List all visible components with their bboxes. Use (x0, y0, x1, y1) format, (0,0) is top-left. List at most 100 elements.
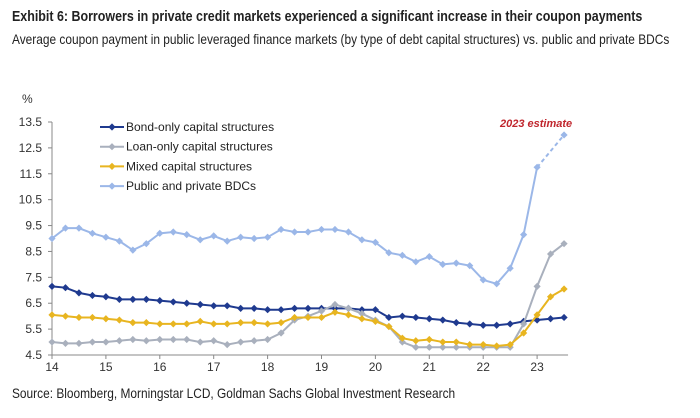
data-point (115, 337, 123, 345)
x-tick-label: 14 (45, 360, 59, 374)
legend-label: Public and private BDCs (126, 179, 256, 193)
data-point (88, 229, 97, 237)
data-point (546, 293, 555, 301)
data-point (129, 295, 137, 303)
data-point (533, 282, 541, 290)
x-tick-label: 17 (207, 360, 221, 374)
data-point (250, 304, 258, 312)
y-tick-label: 7.5 (25, 270, 42, 284)
data-point (75, 224, 83, 232)
data-point (520, 231, 528, 239)
data-point (493, 280, 501, 288)
data-point (358, 236, 366, 244)
data-point (317, 307, 326, 315)
data-point (237, 338, 245, 346)
data-point (223, 341, 231, 349)
data-point (412, 313, 420, 322)
data-point (264, 233, 272, 241)
data-point (277, 225, 285, 234)
data-point (358, 309, 366, 318)
data-point (304, 313, 312, 322)
data-point (156, 335, 164, 344)
data-point (156, 229, 164, 237)
y-tick-label: 13.5 (19, 115, 43, 129)
legend-marker-icon (108, 162, 116, 170)
data-point (412, 258, 420, 266)
data-point (102, 233, 110, 241)
data-point (223, 302, 231, 310)
data-point (520, 329, 528, 337)
data-point (304, 304, 312, 312)
legend-item: Loan-only capital structures (100, 140, 273, 154)
series-bond-only-capital-structures (48, 282, 568, 329)
data-point (61, 284, 70, 292)
data-point (75, 289, 83, 297)
data-point (452, 338, 460, 346)
data-point (102, 338, 110, 346)
chart-subtitle: Average coupon payment in public leverag… (12, 31, 670, 47)
data-point (88, 313, 97, 322)
data-point (169, 228, 177, 236)
data-point (250, 234, 258, 243)
data-point (183, 320, 191, 328)
data-point (506, 341, 514, 349)
data-point (439, 316, 447, 324)
data-point (560, 285, 568, 293)
data-point (560, 313, 568, 322)
data-point (331, 300, 339, 309)
data-point (304, 228, 312, 236)
data-point (142, 295, 150, 303)
y-tick-label: 5.5 (25, 322, 42, 336)
data-point (129, 319, 137, 327)
estimate-annotation: 2023 estimate (499, 118, 572, 130)
data-point (290, 304, 299, 312)
data-point (317, 225, 326, 234)
data-point (425, 253, 433, 261)
data-point (317, 313, 326, 322)
data-point (385, 322, 393, 331)
data-point (102, 315, 110, 323)
data-point (398, 338, 406, 346)
data-point (237, 304, 245, 312)
data-point (237, 319, 245, 327)
data-point (223, 320, 231, 328)
data-point (196, 236, 204, 244)
data-point (142, 337, 150, 345)
series-public-and-private-bdcs (48, 131, 568, 288)
data-point (371, 238, 379, 246)
series-line (51, 167, 539, 285)
data-point (331, 308, 339, 316)
x-tick-label: 18 (261, 360, 275, 374)
data-point (371, 317, 379, 325)
data-point (506, 264, 514, 272)
data-point (344, 311, 353, 319)
data-point (142, 240, 150, 248)
legend-label: Loan-only capital structures (126, 140, 273, 154)
data-point (493, 321, 501, 329)
data-point (264, 320, 272, 328)
data-point (560, 131, 568, 139)
data-point (264, 335, 272, 344)
x-tick-label: 16 (153, 360, 167, 374)
data-point (48, 338, 56, 346)
series-line-estimate (536, 134, 565, 168)
data-point (88, 291, 97, 300)
data-point (439, 343, 447, 351)
data-point (290, 228, 299, 236)
y-tick-label: 12.5 (19, 141, 43, 155)
data-point (196, 300, 204, 309)
y-tick-label: 6.5 (25, 296, 42, 310)
data-point (546, 315, 555, 323)
data-point (61, 312, 70, 320)
data-point (115, 237, 123, 245)
data-point (250, 337, 258, 345)
data-point (398, 334, 406, 342)
data-point (506, 320, 514, 328)
legend-label: Mixed capital structures (126, 159, 252, 173)
data-point (425, 315, 433, 323)
data-point (264, 306, 272, 314)
series-group (48, 131, 568, 351)
data-point (466, 341, 474, 349)
data-point (358, 315, 366, 323)
x-tick-label: 21 (423, 360, 437, 374)
